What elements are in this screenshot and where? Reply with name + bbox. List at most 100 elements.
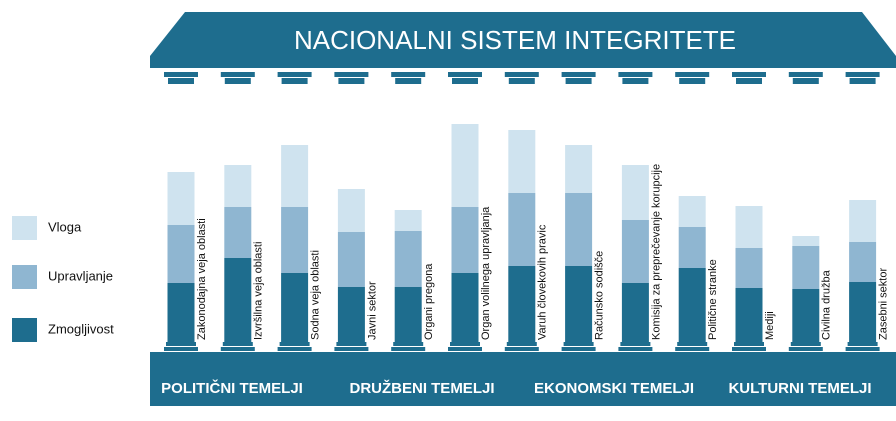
capital — [395, 78, 421, 84]
capital — [846, 72, 880, 77]
bar-segment — [281, 145, 308, 207]
chart: NACIONALNI SISTEM INTEGRITETE Zakonodajn… — [0, 0, 896, 421]
category-label: Računsko sodišče — [594, 251, 606, 340]
legend-label: Zmogljivost — [48, 321, 114, 336]
capital — [452, 78, 478, 84]
legend-swatch — [12, 318, 37, 342]
group-label: DRUŽBENI TEMELJI — [349, 379, 494, 397]
capital — [278, 72, 312, 77]
capital — [168, 78, 194, 84]
plinth — [391, 347, 425, 351]
category-label: Sodna veja oblasti — [310, 250, 322, 340]
plinth — [734, 342, 764, 346]
category-label: Civilna družba — [821, 269, 833, 340]
plinth — [164, 347, 198, 351]
bar-segment — [736, 288, 763, 342]
plinth — [336, 342, 366, 346]
plinth — [448, 347, 482, 351]
capital — [391, 72, 425, 77]
bar-segment — [395, 210, 422, 231]
plinth — [223, 342, 253, 346]
category-label: Politične stranke — [707, 259, 719, 340]
capital — [221, 72, 255, 77]
plinth — [675, 347, 709, 351]
category-label: Komisija za preprečevanje korupcije — [650, 164, 662, 340]
bar-segment — [679, 196, 706, 227]
bar-segment — [849, 242, 876, 282]
plinth — [618, 347, 652, 351]
bar-segment — [281, 207, 308, 273]
plinth — [846, 347, 880, 351]
capital — [618, 72, 652, 77]
bar-segment — [565, 266, 592, 342]
plinth — [450, 342, 480, 346]
category-label: Organ volilnega upravljanja — [480, 206, 492, 340]
category-label: Mediji — [764, 311, 776, 340]
capital — [732, 72, 766, 77]
plinth — [166, 342, 196, 346]
bar-segment — [168, 225, 195, 283]
plinth — [791, 342, 821, 346]
plinth — [221, 347, 255, 351]
capital — [566, 78, 592, 84]
group-label: EKONOMSKI TEMELJI — [534, 380, 694, 397]
bar-segment — [622, 165, 649, 220]
plinth — [278, 347, 312, 351]
plinth — [505, 347, 539, 351]
plinth — [620, 342, 650, 346]
chart-title: NACIONALNI SISTEM INTEGRITETE — [294, 25, 736, 55]
bar-segment — [679, 268, 706, 342]
legend-label: Upravljanje — [48, 268, 113, 283]
bar-segment — [338, 232, 365, 287]
bar-segment — [395, 231, 422, 287]
group-label: POLITIČNI TEMELJI — [161, 379, 303, 397]
group-label: KULTURNI TEMELJI — [728, 380, 871, 397]
category-label: Izvršilna veja oblasti — [253, 242, 265, 340]
category-label: Zasebni sektor — [878, 268, 890, 340]
category-label: Organi pregona — [423, 263, 435, 340]
plinth — [677, 342, 707, 346]
capital — [736, 78, 762, 84]
bar-segment — [792, 236, 819, 246]
capital — [679, 78, 705, 84]
plinth — [334, 347, 368, 351]
capital — [675, 72, 709, 77]
capital — [282, 78, 308, 84]
plinth — [393, 342, 423, 346]
capital — [562, 72, 596, 77]
bar-segment — [792, 289, 819, 342]
plinth — [280, 342, 310, 346]
bar-segment — [338, 189, 365, 232]
bar-segment — [565, 145, 592, 193]
plinth — [507, 342, 537, 346]
bar-segment — [452, 273, 479, 342]
capital — [789, 72, 823, 77]
capital — [509, 78, 535, 84]
bar-segment — [622, 220, 649, 283]
capital — [225, 78, 251, 84]
legend-label: Vloga — [48, 219, 82, 234]
capital — [505, 72, 539, 77]
plinth — [789, 347, 823, 351]
bar-segment — [452, 207, 479, 273]
bar-segment — [338, 287, 365, 342]
capital — [164, 72, 198, 77]
bar-segment — [679, 227, 706, 268]
bar-segment — [508, 193, 535, 266]
bar-segment — [565, 193, 592, 266]
bar-segment — [622, 283, 649, 342]
bar-segment — [736, 248, 763, 288]
bar-segment — [168, 283, 195, 342]
bar-segment — [736, 206, 763, 248]
capital — [334, 72, 368, 77]
category-label: Zakonodajna veja oblasti — [196, 218, 208, 340]
bar-segment — [224, 207, 251, 258]
bar-segment — [168, 172, 195, 225]
plinth — [564, 342, 594, 346]
bar-segment — [224, 258, 251, 342]
bar-segment — [508, 266, 535, 342]
capital — [622, 78, 648, 84]
bar-segment — [281, 273, 308, 342]
bar-segment — [452, 124, 479, 207]
bar-segment — [508, 130, 535, 193]
